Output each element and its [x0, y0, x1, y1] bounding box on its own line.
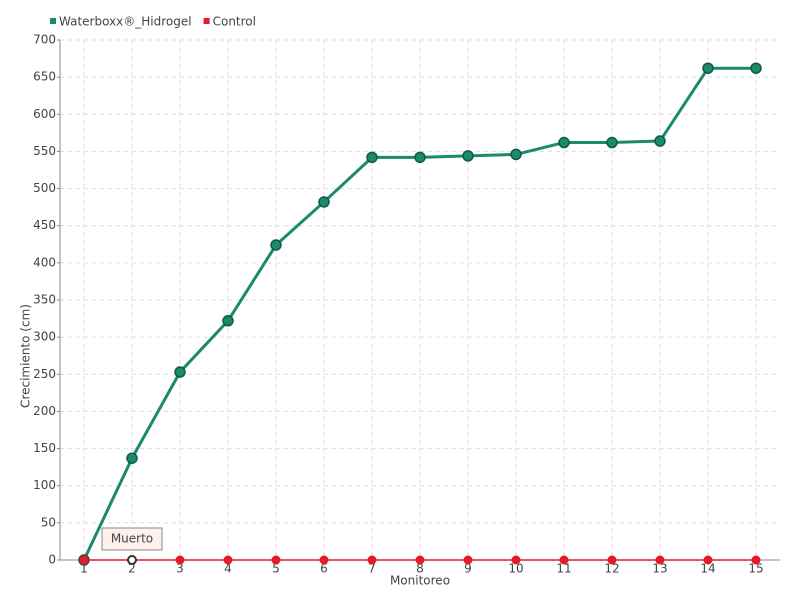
- data-point: [654, 135, 666, 147]
- y-tick-label: 150: [33, 441, 56, 455]
- data-point: [415, 555, 425, 565]
- x-tick-label: 1: [80, 562, 88, 576]
- y-tick-label: 550: [33, 144, 56, 158]
- x-tick-label: 8: [416, 562, 424, 576]
- x-tick-label: 13: [652, 562, 667, 576]
- data-point: [655, 555, 665, 565]
- data-point: [174, 366, 186, 378]
- data-point: [271, 555, 281, 565]
- data-point: [702, 62, 714, 74]
- y-tick-label: 350: [33, 293, 56, 307]
- y-tick-label: 0: [48, 553, 56, 567]
- data-point: [606, 136, 618, 149]
- legend-swatch: [203, 18, 210, 24]
- data-point: [127, 555, 137, 565]
- data-point: [751, 555, 761, 565]
- legend-label: Control: [213, 15, 256, 29]
- annotation-box: [101, 527, 163, 551]
- data-point: [175, 555, 185, 565]
- y-tick-label: 400: [33, 255, 56, 269]
- x-tick-label: 12: [604, 562, 619, 576]
- data-point: [222, 315, 234, 327]
- data-point: [414, 151, 426, 164]
- x-tick-label: 9: [464, 562, 472, 576]
- x-tick-label: 15: [748, 562, 763, 576]
- x-tick-label: 11: [556, 562, 571, 576]
- data-point: [318, 196, 330, 208]
- data-point: [366, 151, 378, 164]
- data-point: [607, 555, 617, 565]
- x-tick-label: 3: [176, 562, 184, 576]
- data-point: [126, 452, 138, 464]
- data-point: [462, 150, 474, 162]
- x-tick-label: 4: [224, 562, 232, 576]
- y-tick-label: 200: [33, 404, 56, 418]
- data-point: [463, 555, 473, 565]
- data-point: [510, 148, 522, 161]
- y-tick-label: 50: [41, 515, 56, 529]
- data-point: [750, 62, 762, 74]
- x-tick-label: 6: [320, 562, 328, 576]
- x-tick-label: 10: [508, 562, 523, 576]
- x-tick-label: 5: [272, 562, 280, 576]
- data-point: [558, 136, 570, 149]
- y-tick-label: 700: [33, 33, 56, 47]
- x-tick-label: 2: [128, 562, 136, 576]
- legend-label: Waterboxx®_Hidrogel: [59, 15, 192, 29]
- legend-swatch: [50, 18, 56, 24]
- data-point: [319, 555, 329, 565]
- x-tick-label: 14: [700, 562, 715, 576]
- data-point: [511, 555, 521, 565]
- annotation-text: Muerto: [111, 532, 153, 546]
- y-tick-label: 500: [33, 181, 56, 195]
- x-tick-label: 7: [368, 562, 376, 576]
- data-point: [270, 239, 282, 251]
- y-tick-label: 100: [33, 478, 56, 492]
- data-point: [559, 555, 569, 565]
- x-axis-label: Monitoreo: [390, 574, 450, 588]
- y-tick-label: 300: [33, 330, 56, 344]
- data-point: [223, 555, 233, 565]
- data-point: [367, 555, 377, 565]
- y-axis-label: Crecimiento (cm): [19, 304, 33, 408]
- y-tick-label: 250: [33, 367, 56, 381]
- data-point: [79, 555, 89, 565]
- y-tick-label: 600: [33, 107, 56, 121]
- data-point: [703, 555, 713, 565]
- y-tick-label: 450: [33, 218, 56, 232]
- y-tick-label: 650: [33, 70, 56, 84]
